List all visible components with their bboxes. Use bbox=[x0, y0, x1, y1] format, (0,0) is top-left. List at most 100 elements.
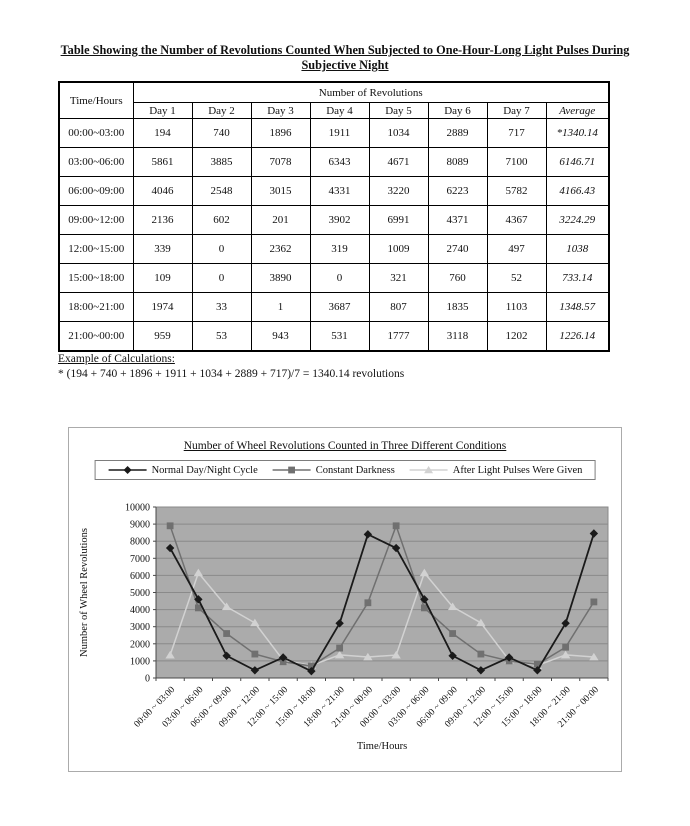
legend-label: After Light Pulses Were Given bbox=[452, 464, 583, 476]
value-cell: 1103 bbox=[486, 292, 547, 322]
data-point-normal-day-night-cycle bbox=[589, 529, 599, 538]
value-cell: 109 bbox=[132, 263, 193, 293]
average-cell: *1340.14 bbox=[545, 118, 610, 148]
data-point-after-light-pulses-were-given bbox=[193, 568, 204, 577]
legend-item-constant-darkness: Constant Darkness bbox=[272, 464, 395, 476]
value-cell: 1202 bbox=[486, 321, 547, 351]
value-cell: 0 bbox=[191, 263, 252, 293]
value-cell: 602 bbox=[191, 205, 252, 235]
y-tick-label: 4000 bbox=[130, 605, 150, 616]
value-cell: 4671 bbox=[368, 147, 429, 177]
value-cell: 4367 bbox=[486, 205, 547, 235]
average-cell: 4166.43 bbox=[545, 176, 610, 206]
value-cell: 319 bbox=[309, 234, 370, 264]
data-point-constant-darkness bbox=[223, 630, 231, 637]
value-cell: 2362 bbox=[250, 234, 311, 264]
data-point-normal-day-night-cycle bbox=[363, 530, 373, 539]
day-header: Day 5 bbox=[368, 102, 429, 119]
value-cell: 1009 bbox=[368, 234, 429, 264]
value-cell: 1835 bbox=[427, 292, 488, 322]
average-cell: 733.14 bbox=[545, 263, 610, 293]
data-point-constant-darkness bbox=[307, 662, 315, 670]
legend-item-normal-day-night-cycle: Normal Day/Night Cycle bbox=[108, 464, 258, 476]
day-header: Day 2 bbox=[191, 102, 252, 119]
data-point-after-light-pulses-were-given bbox=[589, 652, 599, 661]
value-cell: 339 bbox=[132, 234, 193, 264]
data-point-constant-darkness bbox=[364, 599, 372, 607]
value-cell: 943 bbox=[250, 321, 311, 351]
value-cell: 3220 bbox=[368, 176, 429, 206]
value-cell: 3902 bbox=[309, 205, 370, 235]
average-header: Average bbox=[545, 102, 610, 119]
y-tick-label: 9000 bbox=[130, 520, 150, 531]
data-point-constant-darkness bbox=[590, 598, 598, 606]
table-row: 21:00~00:00 959 53 943 531 1777 3118 1202 1226.1… bbox=[58, 321, 610, 351]
data-point-constant-darkness bbox=[562, 643, 570, 651]
revolutions-table: Time/Hours Number of Revolutions Day 1 Da… bbox=[58, 81, 610, 352]
day-header: Day 6 bbox=[427, 102, 488, 119]
value-cell: 5782 bbox=[486, 176, 547, 206]
data-point-constant-darkness bbox=[477, 650, 485, 658]
legend-label: Constant Darkness bbox=[315, 464, 395, 476]
time-cell: 18:00~21:00 bbox=[58, 292, 134, 322]
day-header: Day 4 bbox=[309, 102, 370, 119]
y-tick-label: 10000 bbox=[125, 503, 150, 514]
average-cell: 1226.14 bbox=[545, 321, 610, 351]
value-cell: 7100 bbox=[486, 147, 547, 177]
day-header-row: Day 1 Day 2 Day 3 Day 4 Day 5 Day 6 Day 7 Avera… bbox=[59, 102, 610, 119]
value-cell: 0 bbox=[191, 234, 252, 264]
value-cell: 53 bbox=[191, 321, 252, 351]
value-cell: 3015 bbox=[250, 176, 311, 206]
data-point-after-light-pulses-were-given bbox=[363, 652, 373, 661]
data-point-after-light-pulses-were-given bbox=[391, 650, 401, 659]
value-cell: 807 bbox=[368, 292, 429, 322]
example-heading: Example of Calculations: bbox=[58, 353, 175, 365]
value-cell: 1911 bbox=[309, 118, 370, 148]
value-cell: 5861 bbox=[132, 147, 193, 177]
value-cell: 4331 bbox=[309, 176, 370, 206]
average-cell: 3224.29 bbox=[545, 205, 610, 235]
value-cell: 497 bbox=[486, 234, 547, 264]
data-point-constant-darkness bbox=[336, 644, 344, 652]
data-point-after-light-pulses-were-given bbox=[221, 602, 232, 611]
data-point-constant-darkness bbox=[194, 604, 202, 612]
table-row: 18:00~21:00 1974 33 1 3687 807 1835 1103 1348.57 bbox=[58, 292, 610, 322]
table-title: Table Showing the Number of Revolutions … bbox=[0, 43, 690, 73]
value-cell: 4046 bbox=[132, 176, 193, 206]
value-cell: 2889 bbox=[427, 118, 488, 148]
table-row: 03:00~06:00 5861 3885 7078 6343 4671 8089 7100 6… bbox=[58, 147, 610, 177]
value-cell: 6343 bbox=[309, 147, 370, 177]
triangle-marker-icon bbox=[424, 466, 434, 474]
day-header: Day 7 bbox=[486, 102, 547, 119]
time-cell: 06:00~09:00 bbox=[58, 176, 134, 206]
value-cell: 2548 bbox=[191, 176, 252, 206]
data-point-after-light-pulses-were-given bbox=[334, 650, 345, 659]
average-cell: 1038 bbox=[545, 234, 610, 264]
table-row: 09:00~12:00 2136 602 201 3902 6991 4371 4367 322… bbox=[58, 205, 610, 235]
value-cell: 531 bbox=[309, 321, 370, 351]
y-tick-label: 5000 bbox=[130, 588, 150, 599]
data-point-constant-darkness bbox=[420, 604, 428, 612]
table-row: 00:00~03:00 194 740 1896 1911 1034 2889 717 *134… bbox=[58, 118, 610, 148]
data-point-constant-darkness bbox=[533, 660, 541, 668]
y-tick-label: 6000 bbox=[130, 571, 150, 582]
table-body: 00:00~03:00 194 740 1896 1911 1034 2889 717 *134… bbox=[58, 118, 610, 351]
y-tick-label: 1000 bbox=[130, 656, 150, 667]
diamond-marker-icon bbox=[108, 466, 147, 474]
average-cell: 6146.71 bbox=[545, 147, 610, 177]
revolutions-group-header: Number of Revolutions bbox=[132, 81, 610, 103]
time-cell: 12:00~15:00 bbox=[58, 234, 134, 264]
example-formula: * (194 + 740 + 1896 + 1911 + 1034 + 2889… bbox=[58, 367, 405, 380]
data-point-normal-day-night-cycle bbox=[448, 651, 457, 660]
time-cell: 00:00~03:00 bbox=[58, 118, 134, 148]
y-tick-label: 3000 bbox=[130, 622, 150, 633]
legend-label: Normal Day/Night Cycle bbox=[151, 464, 258, 476]
value-cell: 2136 bbox=[132, 205, 193, 235]
value-cell: 3890 bbox=[250, 263, 311, 293]
chart-legend: Normal Day/Night Cycle Constant Darkness A… bbox=[94, 460, 596, 480]
value-cell: 959 bbox=[132, 321, 193, 351]
day-header: Day 1 bbox=[132, 102, 193, 119]
day-header: Day 3 bbox=[250, 102, 311, 119]
time-cell: 09:00~12:00 bbox=[58, 205, 134, 235]
